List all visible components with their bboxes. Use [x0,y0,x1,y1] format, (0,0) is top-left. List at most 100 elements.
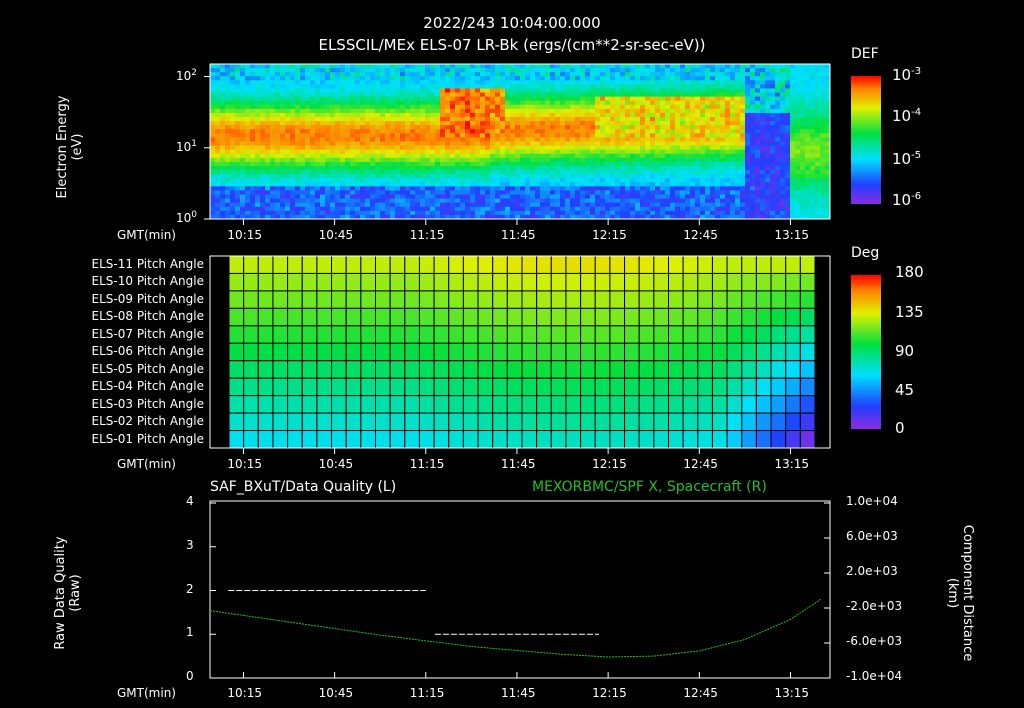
spectrogram-cell [240,100,246,106]
spectrogram-cell [330,161,336,167]
spectrogram-cell [800,214,806,220]
spectrogram-cell [210,174,216,179]
spectrogram-cell [385,174,391,179]
spectrogram-cell [210,68,216,73]
spectrogram-cell [220,112,226,118]
spectrogram-cell [815,206,821,212]
spectrogram-cell [230,182,236,187]
spectrogram-cell [355,117,361,122]
spectrogram-cell [250,104,256,110]
spectrogram-cell [545,64,551,69]
spectrogram-cell [545,68,551,73]
spectrogram-cell [810,174,816,179]
pitch-cell [331,325,347,344]
spectrogram-cell [560,117,566,122]
spectrogram-cell [575,190,581,196]
spectrogram-cell [290,206,296,212]
spectrogram-cell [370,129,376,134]
spectrogram-cell [775,96,781,102]
spectrogram-cell [340,64,346,69]
spectrogram-cell [645,117,651,122]
spectrogram-cell [235,133,241,138]
spectrogram-cell [740,80,746,85]
spectrogram-cell [725,145,731,151]
spectrogram-cell [240,178,246,183]
spectrogram-cell [505,112,511,118]
spectrogram-cell [705,96,711,102]
spectrogram-cell [710,141,716,147]
spectrogram-cell [800,80,806,85]
spectrogram-cell [635,157,641,163]
spectrogram-cell [780,92,786,98]
spectrogram-cell [735,170,741,175]
spectrogram-cell [590,100,596,106]
spectrogram-cell [690,178,696,183]
spectrogram-cell [230,194,236,200]
spectrogram-cell [230,210,236,216]
spectrogram-cell [725,64,731,69]
spectrogram-cell [425,88,431,94]
spectrogram-cell [405,161,411,167]
spectrogram-cell [225,137,231,142]
spectrogram-cell [295,214,301,220]
spectrogram-cell [285,121,291,126]
spectrogram-cell [430,186,436,191]
spectrogram-cell [595,92,601,98]
spectrogram-cell [415,108,421,114]
spectrogram-cell [270,141,276,147]
spectrogram-cell [220,125,226,130]
pitch-cell [697,290,713,309]
spectrogram-cell [235,214,241,220]
spectrogram-cell [750,165,756,171]
spectrogram-cell [340,214,346,220]
spectrogram-cell [390,206,396,212]
pitch-cell [433,360,450,379]
spectrogram-cell [730,72,736,77]
spectrogram-cell [825,141,831,147]
spectrogram-cell [810,80,816,85]
spectrogram-cell [290,112,296,118]
spectrogram-cell [260,182,266,187]
spectrogram-cell [570,198,576,204]
spectrogram-cell [475,137,481,142]
spectrogram-cell [235,72,241,77]
spectrogram-cell [500,186,506,191]
spectrogram-cell [615,72,621,77]
spectrogram-cell [665,178,671,183]
spectrogram-cell [435,214,441,220]
spectrogram-cell [370,202,376,208]
pitch-cell [492,342,508,362]
spectrogram-cell [720,198,726,204]
spectrogram-cell [235,178,241,183]
spectrogram-cell [520,100,526,106]
spectrogram-cell [500,117,506,122]
pitch-cell [228,325,245,344]
spectrogram-cell [490,161,496,167]
spectrogram-cell [495,129,501,134]
spectrogram-cell [345,121,351,126]
spectrogram-cell [690,80,696,85]
spectrogram-cell [535,88,541,94]
spectrogram-cell [345,157,351,163]
spectrogram-cell [400,182,406,187]
spectrogram-cell [250,133,256,138]
spectrogram-cell [475,88,481,94]
spectrogram-cell [215,129,221,134]
spectrogram-cell [725,117,731,122]
spectrogram-cell [490,72,496,77]
spectrogram-cell [785,202,791,208]
spectrogram-cell [605,165,611,171]
spectrogram-cell [280,202,286,208]
spectrogram-cell [310,198,316,204]
spectrogram-cell [525,202,531,208]
spectrogram-cell [695,145,701,151]
spectrogram-cell [525,64,531,69]
spectrogram-cell [755,141,761,147]
spectrogram-cell [400,198,406,204]
spectrogram-cell [410,137,416,142]
spectrogram-cell [330,100,336,106]
spectrogram-cell [665,157,671,163]
spectrogram-cell [270,64,276,69]
spectrogram-cell [305,186,311,191]
spectrogram-cell [610,145,616,151]
